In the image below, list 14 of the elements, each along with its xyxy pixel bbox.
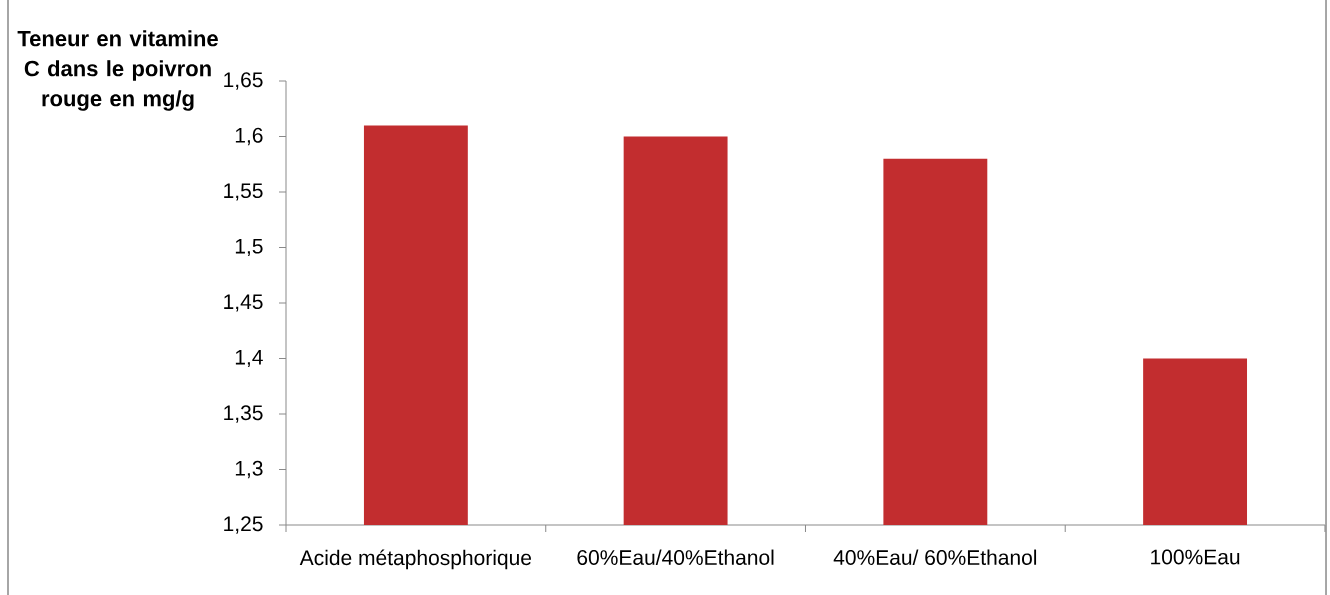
y-tick-label: 1,65 (224, 72, 263, 90)
x-tick-label: Acide métaphosphorique (299, 549, 532, 570)
y-tick-label: 1,5 (235, 238, 263, 257)
y-tick-label: 1,6 (235, 127, 263, 146)
y-tick-label: 1,4 (235, 349, 263, 368)
y-tick-label: 1,35 (224, 405, 263, 423)
x-tick-label: 40%Eau/ 60%Ethanol (833, 549, 1037, 565)
y-tick-label: 1,55 (224, 183, 263, 201)
x-tick-label: 100%Eau (1151, 549, 1240, 565)
x-tick-label: 60%Eau/40%Ethanol (577, 549, 774, 565)
y-tick-label: 1,25 (224, 516, 263, 534)
y-axis-title: Teneur en vitamine C dans le poivron rouge en mg/g (17, 30, 218, 111)
y-tick-label: 1,45 (224, 294, 263, 312)
y-tick-label: 1,3 (235, 460, 263, 479)
